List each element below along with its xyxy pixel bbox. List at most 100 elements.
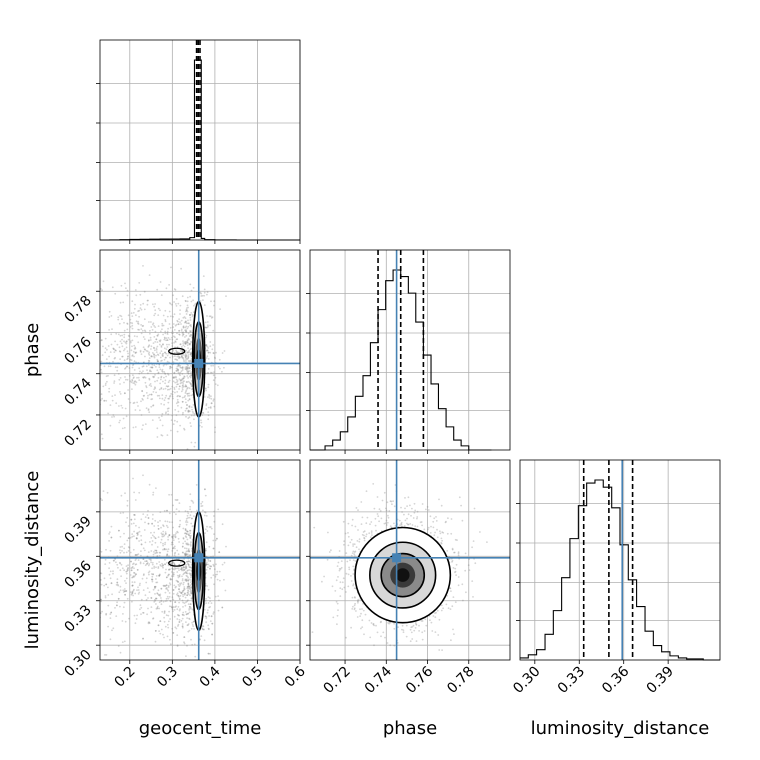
scatter-point	[179, 343, 182, 346]
scatter-point	[180, 319, 183, 322]
scatter-point	[131, 566, 134, 569]
scatter-point	[224, 589, 227, 592]
scatter-point	[185, 320, 187, 323]
scatter-point	[176, 365, 179, 368]
scatter-point	[136, 534, 139, 537]
scatter-point	[154, 585, 156, 588]
scatter-point	[179, 583, 182, 586]
scatter-point	[151, 578, 153, 581]
scatter-point	[171, 606, 173, 609]
scatter-point	[178, 601, 181, 604]
scatter-point	[137, 341, 140, 344]
scatter-point	[163, 636, 165, 639]
scatter-point	[165, 584, 168, 587]
scatter-point	[143, 549, 146, 552]
scatter-point	[154, 598, 156, 601]
scatter-point	[139, 349, 142, 352]
scatter-point	[130, 567, 133, 569]
scatter-point	[164, 548, 166, 551]
scatter-point	[177, 580, 179, 583]
scatter-point	[212, 374, 215, 377]
scatter-point	[147, 522, 150, 525]
scatter-point	[135, 618, 138, 620]
scatter-point	[179, 364, 182, 367]
scatter-point	[187, 410, 190, 413]
scatter-point	[185, 381, 188, 383]
scatter-point	[446, 550, 449, 552]
scatter-point	[185, 574, 188, 577]
scatter-point	[176, 613, 179, 616]
scatter-point	[189, 343, 191, 346]
scatter-point	[131, 533, 134, 535]
scatter-point	[166, 339, 169, 341]
scatter-point	[187, 347, 190, 349]
scatter-point	[186, 367, 189, 370]
scatter-point	[187, 562, 189, 565]
scatter-point	[167, 381, 170, 384]
scatter-point	[450, 590, 452, 592]
scatter-point	[171, 562, 174, 564]
scatter-point	[137, 553, 140, 555]
scatter-point	[187, 563, 190, 566]
scatter-point	[119, 651, 122, 654]
scatter-point	[153, 353, 155, 356]
scatter-point	[345, 636, 347, 639]
scatter-point	[107, 365, 110, 368]
scatter-point	[174, 391, 176, 394]
scatter-point	[176, 351, 179, 354]
scatter-point	[178, 621, 181, 623]
scatter-point	[191, 623, 194, 626]
scatter-point	[143, 329, 146, 332]
scatter-point	[163, 611, 166, 613]
scatter-point	[173, 376, 176, 378]
scatter-point	[187, 587, 190, 590]
scatter-point	[213, 405, 216, 408]
scatter-point	[129, 358, 132, 361]
scatter-point	[161, 353, 164, 356]
scatter-point	[173, 563, 176, 566]
scatter-point	[129, 318, 132, 321]
scatter-point	[350, 626, 352, 629]
scatter-point	[163, 548, 166, 550]
scatter-point	[118, 529, 120, 532]
scatter-point	[105, 654, 108, 656]
scatter-point	[113, 380, 116, 383]
scatter-point	[119, 314, 121, 317]
scatter-point	[179, 350, 182, 352]
scatter-point	[206, 530, 209, 532]
scatter-point	[139, 608, 141, 611]
scatter-point	[365, 522, 368, 525]
scatter-point	[155, 354, 157, 357]
scatter-point	[104, 595, 107, 597]
scatter-point	[375, 624, 377, 627]
scatter-point	[165, 548, 168, 551]
scatter-point	[162, 364, 165, 367]
scatter-point	[180, 592, 183, 594]
scatter-point	[119, 383, 121, 385]
scatter-point	[184, 547, 186, 550]
scatter-point	[191, 410, 194, 413]
scatter-point	[147, 359, 150, 362]
scatter-point	[468, 569, 471, 571]
scatter-point	[420, 521, 423, 523]
scatter-point	[205, 349, 208, 352]
scatter-point	[108, 533, 110, 535]
scatter-point	[176, 401, 179, 403]
scatter-point	[147, 364, 150, 366]
scatter-point	[171, 541, 173, 544]
scatter-point	[181, 413, 184, 416]
scatter-point	[164, 571, 167, 574]
scatter-point	[173, 376, 176, 379]
scatter-point	[178, 356, 181, 358]
scatter-point	[121, 407, 124, 409]
scatter-point	[177, 404, 179, 407]
scatter-point	[177, 364, 180, 367]
scatter-point	[154, 587, 156, 590]
scatter-point	[151, 561, 154, 564]
scatter-point	[168, 397, 171, 400]
scatter-point	[190, 374, 192, 377]
scatter-point	[164, 541, 167, 544]
scatter-point	[435, 611, 437, 614]
scatter-point	[170, 605, 173, 608]
scatter-point	[447, 517, 449, 520]
